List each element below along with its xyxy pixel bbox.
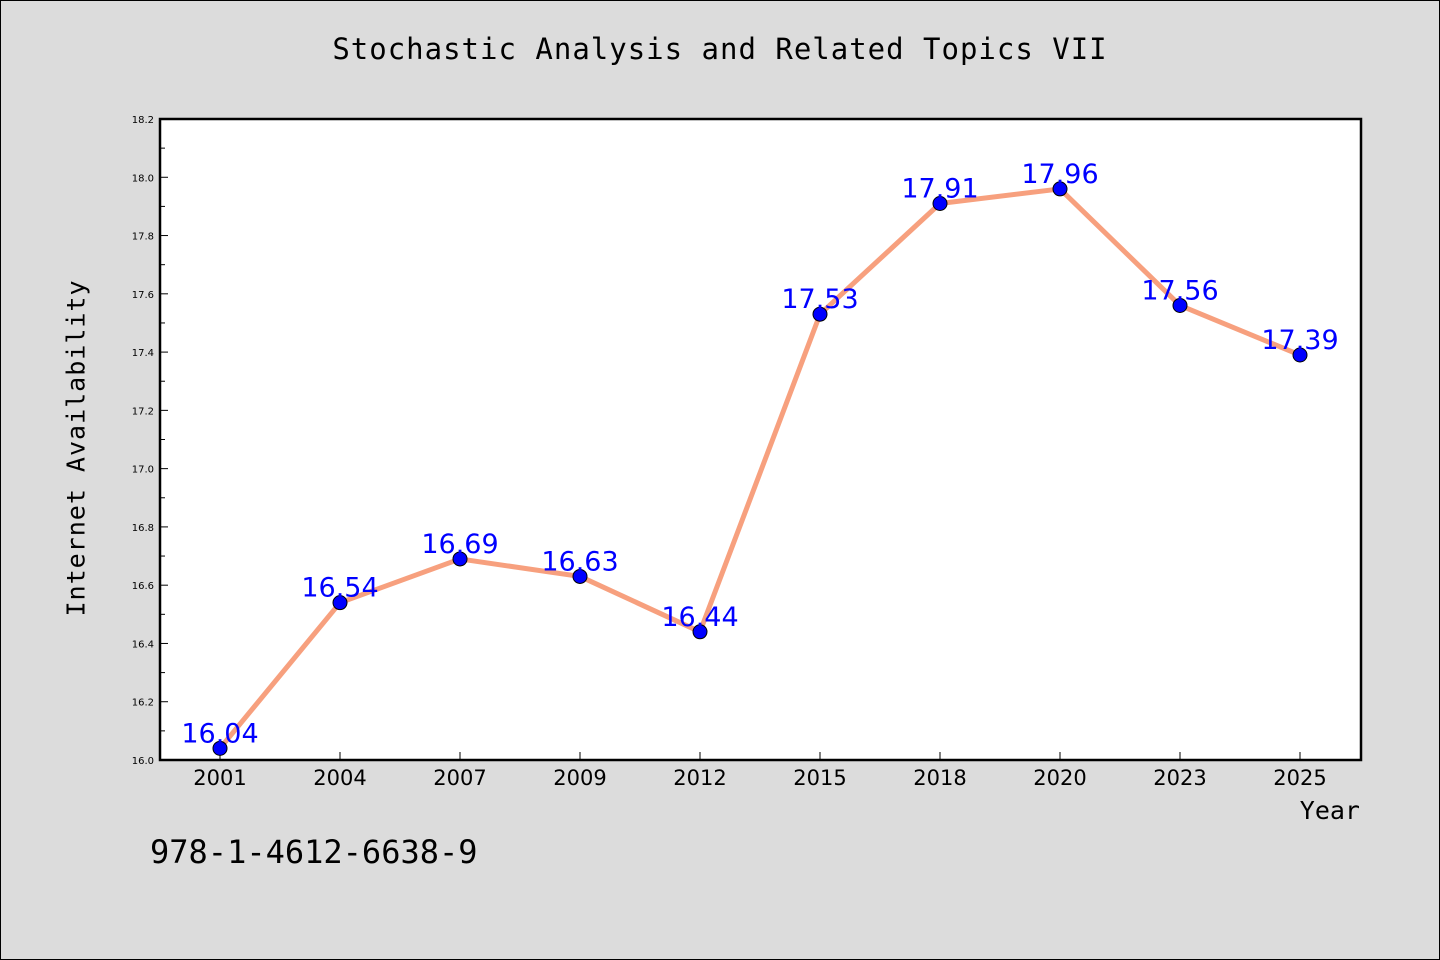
x-tick-label: 2004 xyxy=(313,766,366,790)
data-point xyxy=(692,624,708,640)
chart-title: Stochastic Analysis and Related Topics V… xyxy=(332,32,1108,66)
x-axis-label: Year xyxy=(1299,796,1360,825)
y-tick-label: 17.8 xyxy=(132,232,154,243)
y-tick-label: 17.4 xyxy=(132,348,154,359)
data-point xyxy=(1292,347,1308,363)
y-tick-label: 18.2 xyxy=(132,115,154,126)
y-tick-label: 16.0 xyxy=(132,756,154,767)
data-point xyxy=(572,568,588,584)
y-tick-label: 18.0 xyxy=(132,173,154,184)
data-label: 16.04 xyxy=(181,718,258,749)
y-tick-label: 16.6 xyxy=(132,581,154,592)
x-tick-label: 2023 xyxy=(1153,766,1206,790)
series-line xyxy=(217,186,1303,751)
data-point xyxy=(332,595,348,611)
data-point xyxy=(212,740,228,756)
data-label: 16.69 xyxy=(421,529,498,560)
x-tick-label: 2012 xyxy=(673,766,726,790)
isbn-text: 978-1-4612-6638-9 xyxy=(150,833,478,871)
y-tick-label: 16.8 xyxy=(132,523,154,534)
data-point xyxy=(812,306,828,322)
y-tick-label: 17.6 xyxy=(132,290,154,301)
y-tick-label: 16.4 xyxy=(132,639,154,650)
data-label: 17.91 xyxy=(901,173,978,204)
x-tick-label: 2025 xyxy=(1273,766,1326,790)
data-label: 16.44 xyxy=(661,602,738,633)
data-label: 17.56 xyxy=(1141,275,1218,306)
y-tick-label: 17.2 xyxy=(132,406,154,417)
plot-area xyxy=(158,117,1363,762)
x-tick-label: 2018 xyxy=(913,766,966,790)
x-tick-label: 2015 xyxy=(793,766,846,790)
data-label: 17.96 xyxy=(1021,159,1098,190)
y-tick-label: 17.0 xyxy=(132,465,154,476)
data-point xyxy=(932,195,948,211)
data-label: 16.54 xyxy=(301,573,378,604)
data-label: 17.53 xyxy=(781,284,858,315)
y-tick-label: 16.2 xyxy=(132,698,154,709)
data-point xyxy=(452,551,468,567)
data-point xyxy=(1052,181,1068,197)
data-point xyxy=(1172,297,1188,313)
data-label: 16.63 xyxy=(541,546,618,577)
x-tick-label: 2007 xyxy=(433,766,486,790)
x-tick-label: 2020 xyxy=(1033,766,1086,790)
x-tick-label: 2001 xyxy=(193,766,246,790)
x-tick-label: 2009 xyxy=(553,766,606,790)
data-label: 17.39 xyxy=(1261,325,1338,356)
